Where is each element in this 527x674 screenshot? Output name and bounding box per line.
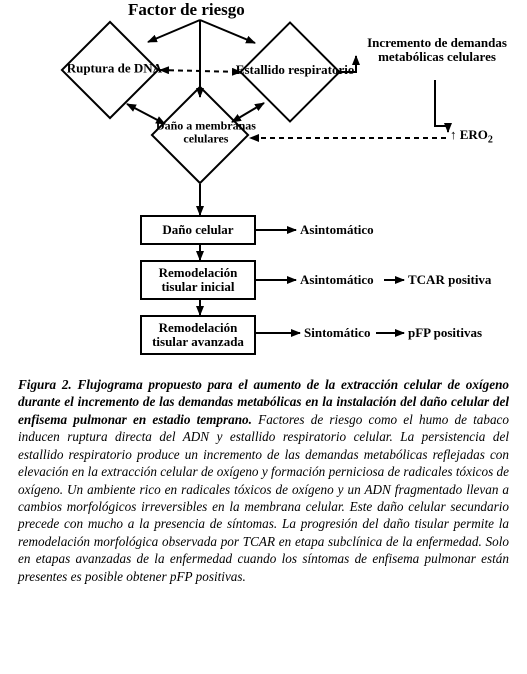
- label-tcar-positiva: TCAR positiva: [408, 273, 491, 287]
- caption-body: Factores de riesgo como el humo de tabac…: [18, 412, 509, 584]
- chart-title: Factor de riesgo: [128, 0, 245, 20]
- node-estallido-respiratorio: Estallido respiratorio: [239, 21, 341, 123]
- label-ero2: ↑ ERO2: [450, 128, 493, 146]
- flowchart-area: Factor de riesgo Ruptura de DNA Estallid…: [0, 0, 527, 370]
- figure-caption: Figura 2. Flujograma propuesto para el a…: [18, 376, 509, 585]
- label-pfp-positivas: pFP positivas: [408, 326, 482, 340]
- node-remodelacion-avanzada: Remodelación tisular avanzada: [140, 315, 256, 355]
- node-dano-membranas: Daño a membranas celulares: [151, 86, 250, 185]
- label-sintomatico: Sintomático: [304, 326, 370, 340]
- label-asintomatico-1: Asintomático: [300, 223, 374, 237]
- node-remodelacion-inicial: Remodelación tisular inicial: [140, 260, 256, 300]
- figure-caption-area: Figura 2. Flujograma propuesto para el a…: [0, 370, 527, 595]
- label-asintomatico-2: Asintomático: [300, 273, 374, 287]
- label-incremento-demandas: Incremento de demandas metabólicas celul…: [352, 36, 522, 65]
- node-ruptura-dna: Ruptura de DNA: [61, 21, 160, 120]
- node-dano-celular: Daño celular: [140, 215, 256, 245]
